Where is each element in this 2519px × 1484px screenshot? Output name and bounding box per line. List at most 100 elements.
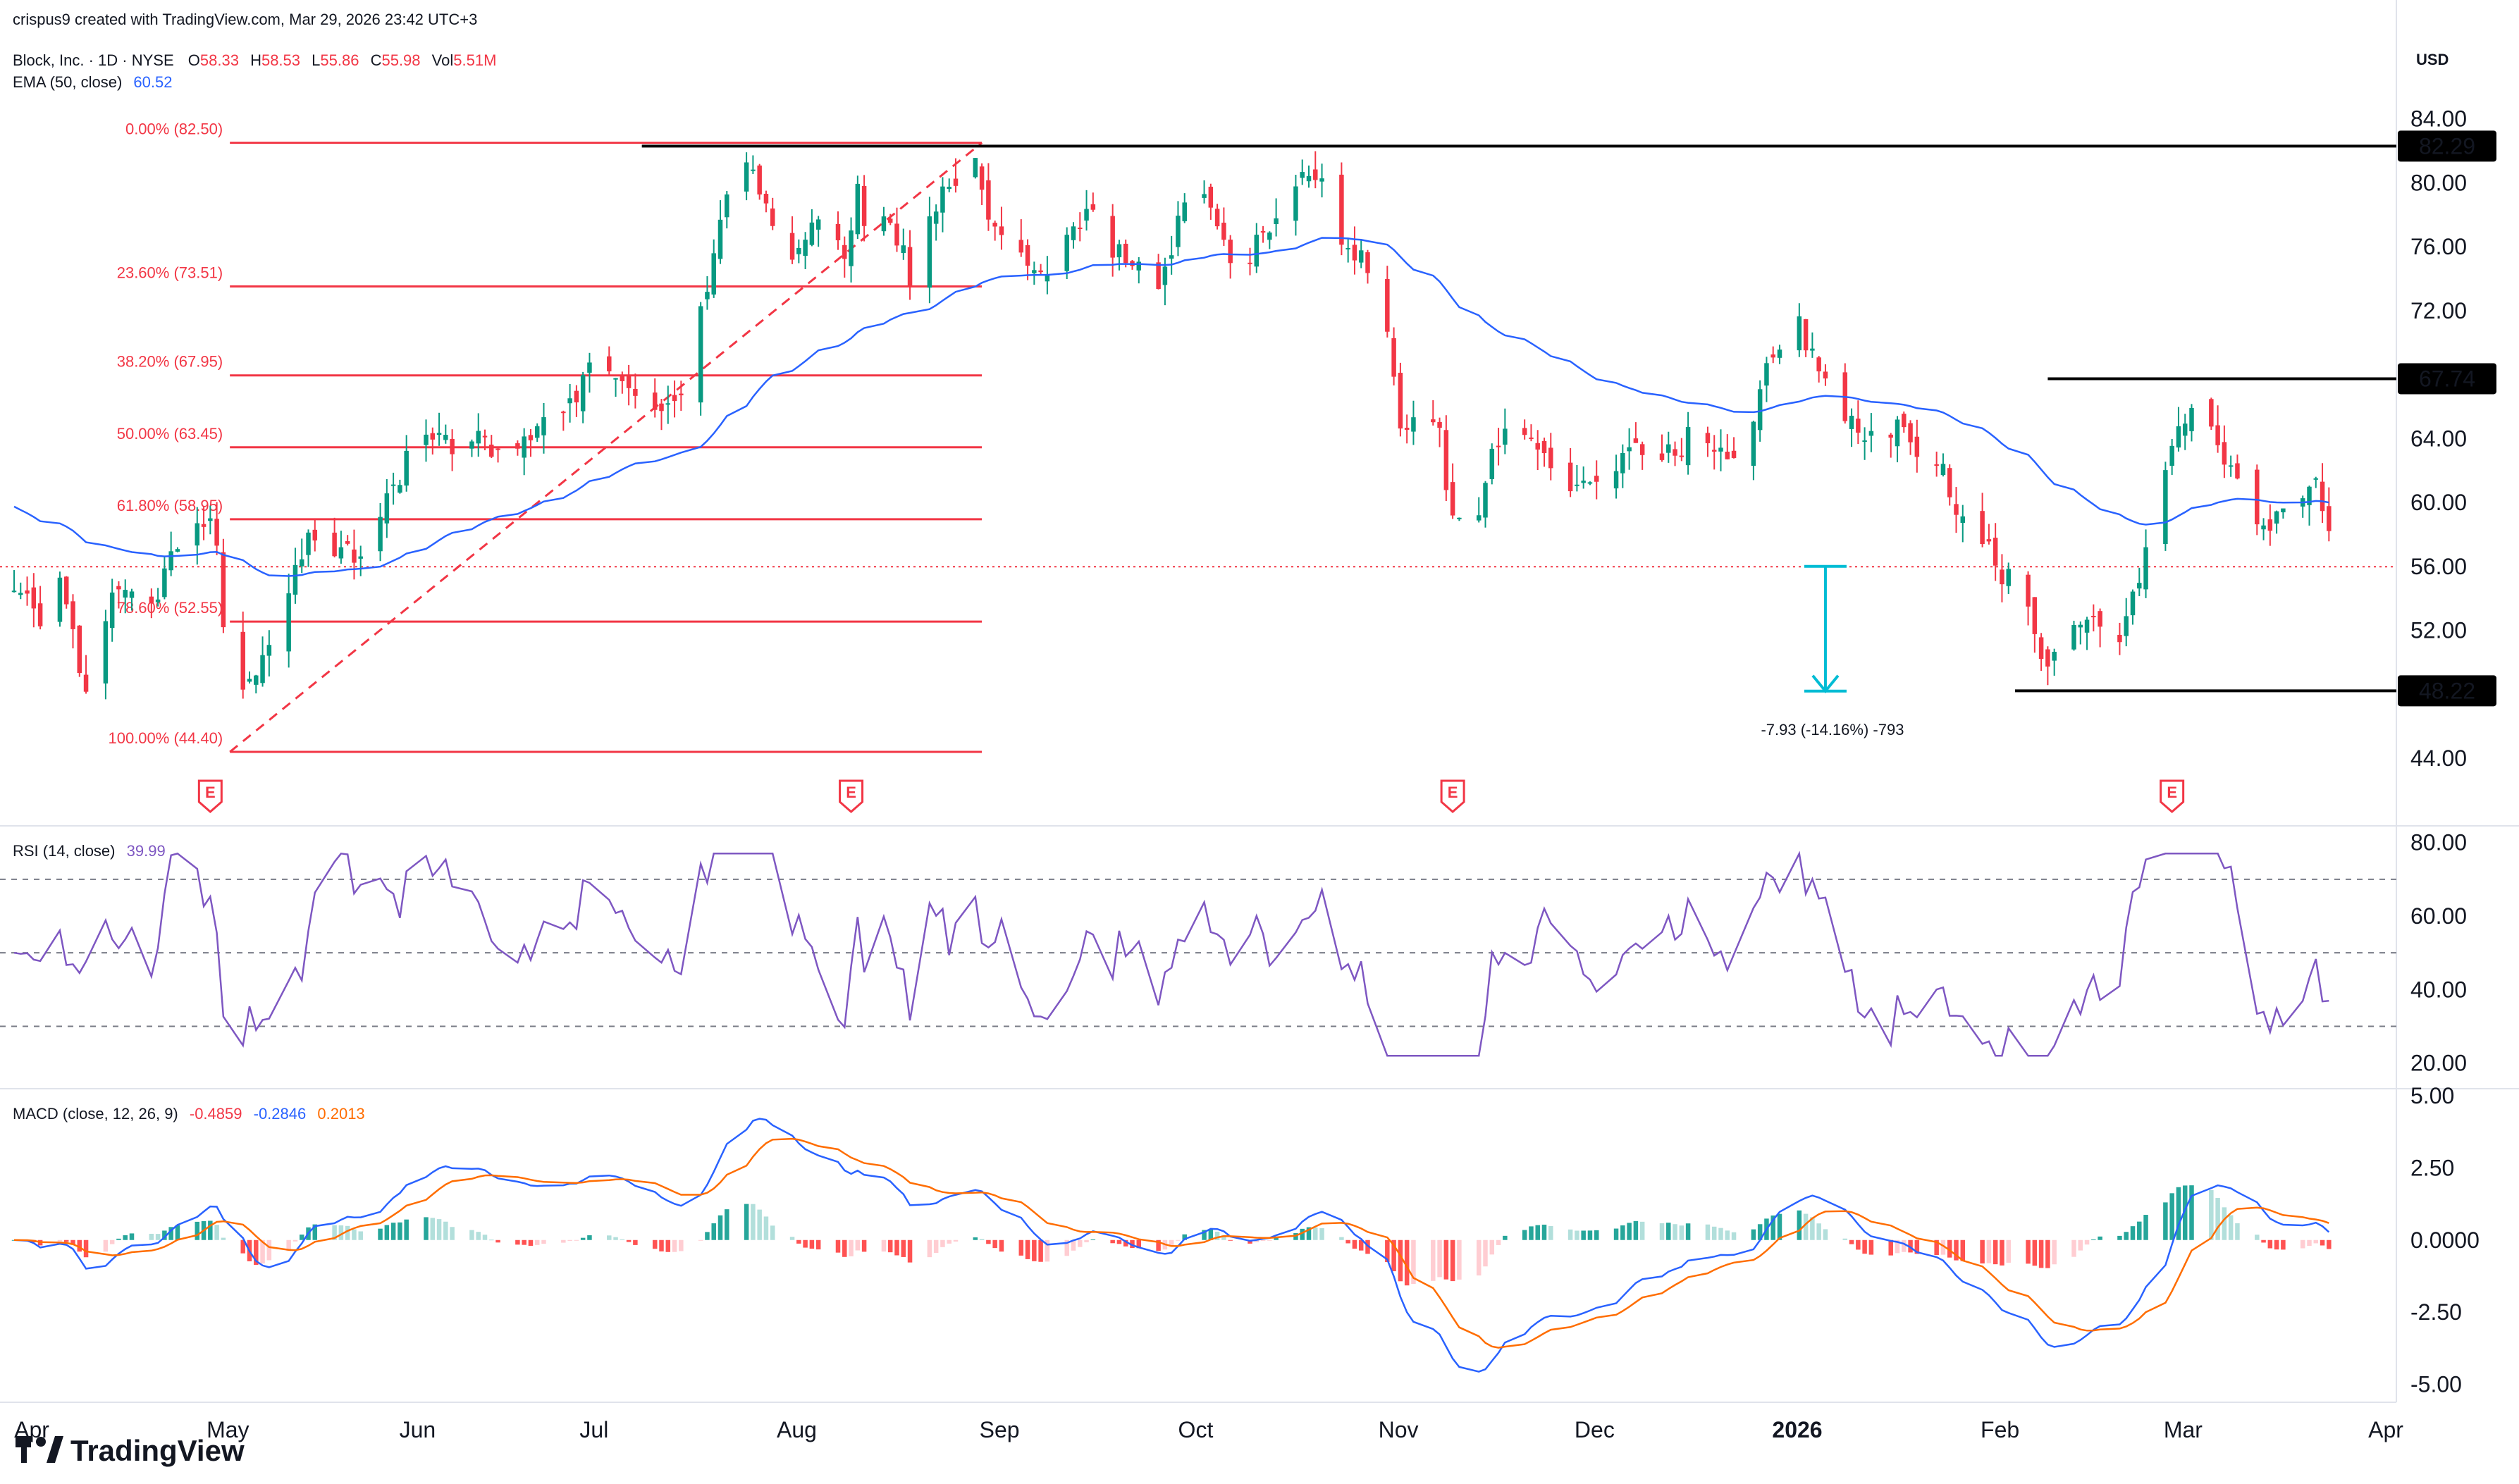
candle-body (907, 247, 913, 286)
macd-hist-bar (2000, 1239, 2004, 1266)
tradingview-logo[interactable]: TradingView (16, 1434, 245, 1467)
macd-hist-bar (1254, 1239, 1260, 1242)
candle-body (1169, 255, 1174, 259)
macd-hist-bar (2182, 1185, 2188, 1240)
candle-body (1391, 338, 1396, 377)
macd-hist-bar (195, 1221, 200, 1240)
candle-body (450, 438, 455, 455)
macd-hist-bar (358, 1231, 363, 1240)
candle-body (711, 253, 716, 295)
candle-body (1208, 186, 1214, 208)
macd-hist-bar (1431, 1239, 1436, 1281)
macd-hist-bar (1568, 1229, 1573, 1240)
macd-hist-bar (1319, 1228, 1324, 1240)
macd-hist-bar (927, 1239, 932, 1258)
macd-legend-macd-value: -0.4859 (190, 1105, 242, 1123)
candle-body (2098, 611, 2102, 627)
macd-hist-bar (292, 1239, 298, 1242)
time-tick-label: Apr (2368, 1417, 2403, 1442)
macd-hist-bar (1071, 1239, 1076, 1251)
candle-body (63, 576, 69, 605)
macd-hist-bar (842, 1239, 847, 1257)
candle-body (1633, 438, 1639, 443)
candle-body (345, 540, 350, 544)
ema-series (13, 237, 2329, 577)
candle-body (940, 186, 945, 213)
macd-legend: MACD (close, 12, 26, 9) -0.4859 -0.2846 … (13, 1105, 365, 1123)
candle-body (1620, 452, 1625, 474)
macd-hist-bar (947, 1239, 951, 1244)
candle-body (489, 444, 494, 457)
price-tick-label: 80.00 (2410, 170, 2467, 195)
candle-body (476, 431, 481, 444)
candle-body (2143, 547, 2148, 590)
macd-hist-bar (2274, 1239, 2279, 1250)
macd-hist-bar (652, 1239, 658, 1249)
price-badge (2398, 363, 2496, 395)
macd-hist-bar (1358, 1239, 1364, 1251)
candle-body (25, 590, 30, 594)
candle-body (1260, 231, 1266, 233)
candle-body (1816, 357, 1821, 372)
candle-body (2327, 506, 2332, 531)
macd-hist-bar (2038, 1239, 2044, 1268)
candle-body (1365, 252, 1370, 273)
candle-body (2261, 525, 2266, 530)
macd-hist-bar (1940, 1239, 1946, 1255)
price-badge (2398, 130, 2496, 162)
ohlc-o-label: O (188, 51, 200, 69)
macd-hist-bar (208, 1220, 213, 1240)
macd-hist-bar (1856, 1239, 1861, 1250)
candle-body (1358, 250, 1364, 263)
macd-hist-bar (973, 1237, 978, 1240)
candle-body (1731, 450, 1737, 458)
macd-hist-bar (613, 1237, 618, 1240)
candle-body (881, 216, 887, 232)
candle-body (2006, 569, 2011, 586)
macd-hist-bar (1594, 1230, 1599, 1240)
macd-legend-signal-value: -0.2846 (254, 1105, 307, 1123)
candle-body (607, 356, 612, 371)
macd-hist-bar (390, 1223, 396, 1240)
macd-hist-bar (1032, 1239, 1037, 1261)
candle-body (123, 590, 128, 598)
macd-hist-bar (2137, 1221, 2142, 1240)
macd-hist-bar (1443, 1239, 1449, 1280)
macd-hist-bar (168, 1227, 173, 1240)
macd-hist-bar (1064, 1239, 1069, 1256)
macd-hist-bar (561, 1239, 566, 1243)
macd-hist-bar (1476, 1239, 1482, 1276)
candle-body (2176, 426, 2181, 448)
candle-body (495, 448, 500, 450)
candle-body (927, 216, 932, 288)
macd-hist-bar (1797, 1210, 1802, 1240)
macd-hist-bar (1208, 1229, 1214, 1240)
macd-hist-bar (1025, 1239, 1030, 1259)
candle-body (398, 485, 402, 493)
macd-hist-bar (1575, 1230, 1579, 1240)
macd-hist-bar (679, 1239, 684, 1251)
candle-body (1306, 175, 1312, 182)
ohlc-c-value: 55.98 (381, 51, 420, 69)
candle-body (1940, 464, 1946, 476)
candle-body (378, 517, 383, 552)
candle-body (1960, 516, 1966, 524)
ema-line (13, 237, 2329, 577)
time-tick-label: Aug (777, 1417, 817, 1442)
candle-body (842, 245, 847, 259)
candle-body (116, 586, 121, 590)
time-tick-label: Feb (1981, 1417, 2019, 1442)
macd-hist-bar (1169, 1239, 1174, 1247)
macd-hist-bar (1954, 1239, 1959, 1261)
macd-hist-bar (2032, 1239, 2038, 1266)
candle-body (1895, 419, 1900, 447)
candle-body (37, 603, 43, 626)
candle-body (1313, 169, 1318, 180)
macd-signal-line (13, 1137, 2329, 1349)
candle-body (1443, 430, 1449, 490)
macd-hist-bar (1529, 1226, 1534, 1240)
macd-hist-bar (534, 1239, 540, 1245)
macd-hist-bar (705, 1232, 710, 1240)
macd-hist-bar (2320, 1239, 2325, 1246)
candle-body (835, 223, 841, 241)
